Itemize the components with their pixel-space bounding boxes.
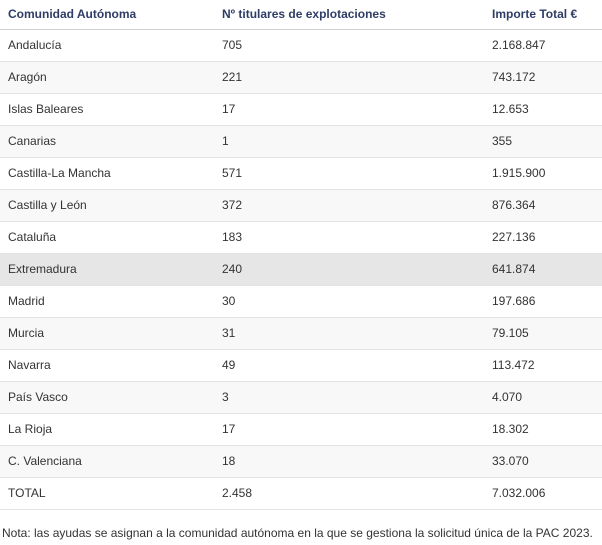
table-row: Aragón 221 743.172 [0,62,602,94]
table-cell: 2.168.847 [492,38,546,52]
table-row: Islas Baleares 17 12.653 [0,94,602,126]
table-cell: Murcia [8,326,45,340]
column-header: Comunidad Autónoma [8,7,137,21]
table-row: C. Valenciana 18 33.070 [0,446,602,478]
table-cell: Extremadura [8,262,77,276]
table-cell: 1 [222,134,229,148]
table-cell: País Vasco [8,390,68,404]
table-cell: 12.653 [492,102,529,116]
table-cell: 571 [222,166,243,180]
table-row: Canarias 1 355 [0,126,602,158]
table-cell: Islas Baleares [8,102,84,116]
table-cell: 227.136 [492,230,536,244]
table-cell: 641.874 [492,262,536,276]
table-cell: C. Valenciana [8,454,82,468]
header-row: Comunidad Autónoma Nº titulares de explot… [0,0,602,30]
table-cell: 79.105 [492,326,529,340]
table-cell: La Rioja [8,422,53,436]
table-cell: 705 [222,38,243,52]
table-cell: 197.686 [492,294,536,308]
table-row: Navarra 49 113.472 [0,350,602,382]
table-cell: 18 [222,454,236,468]
table-cell: 17 [222,422,236,436]
table-cell: 183 [222,230,243,244]
table-cell: Cataluña [8,230,57,244]
table-cell: 3 [222,390,229,404]
table-row: La Rioja 17 18.302 [0,414,602,446]
table-cell: Castilla y León [8,198,87,212]
table-cell: 17 [222,102,236,116]
column-header: Nº titulares de explotaciones [222,7,386,21]
table-cell: 355 [492,134,513,148]
table-cell: Navarra [8,358,51,372]
table-row: Andalucía 705 2.168.847 [0,30,602,62]
table-cell: 31 [222,326,236,340]
table-cell: 1.915.900 [492,166,546,180]
table-cell: Aragón [8,70,47,84]
table-row: Castilla-La Mancha 571 1.915.900 [0,158,602,190]
table-row: País Vasco 3 4.070 [0,382,602,414]
table-cell: 4.070 [492,390,523,404]
table-cell: 113.472 [492,358,535,372]
table-cell: 221 [222,70,243,84]
table-cell: Canarias [8,134,57,148]
table-cell: 7.032.006 [492,486,546,500]
table-row: Cataluña 183 227.136 [0,222,602,254]
table-row: Murcia 31 79.105 [0,318,602,350]
note: Nota: las ayudas se asignan a la comunid… [2,526,593,540]
table-cell: Andalucía [8,38,62,52]
table-row: Madrid 30 197.686 [0,286,602,318]
table-cell: 743.172 [492,70,536,84]
table-row: Castilla y León 372 876.364 [0,190,602,222]
table-row: Extremadura 240 641.874 [0,254,602,286]
table-cell: 876.364 [492,198,536,212]
table-cell: TOTAL [8,486,46,500]
table-cell: Madrid [8,294,45,308]
table-cell: 33.070 [492,454,529,468]
table-row: TOTAL 2.458 7.032.006 [0,478,602,510]
column-header: Importe Total € [492,7,578,21]
table-cell: 372 [222,198,243,212]
table-cell: 18.302 [492,422,529,436]
table-cell: Castilla-La Mancha [8,166,111,180]
table-cell: 49 [222,358,236,372]
table-cell: 240 [222,262,243,276]
table-cell: 30 [222,294,236,308]
table-cell: 2.458 [222,486,253,500]
